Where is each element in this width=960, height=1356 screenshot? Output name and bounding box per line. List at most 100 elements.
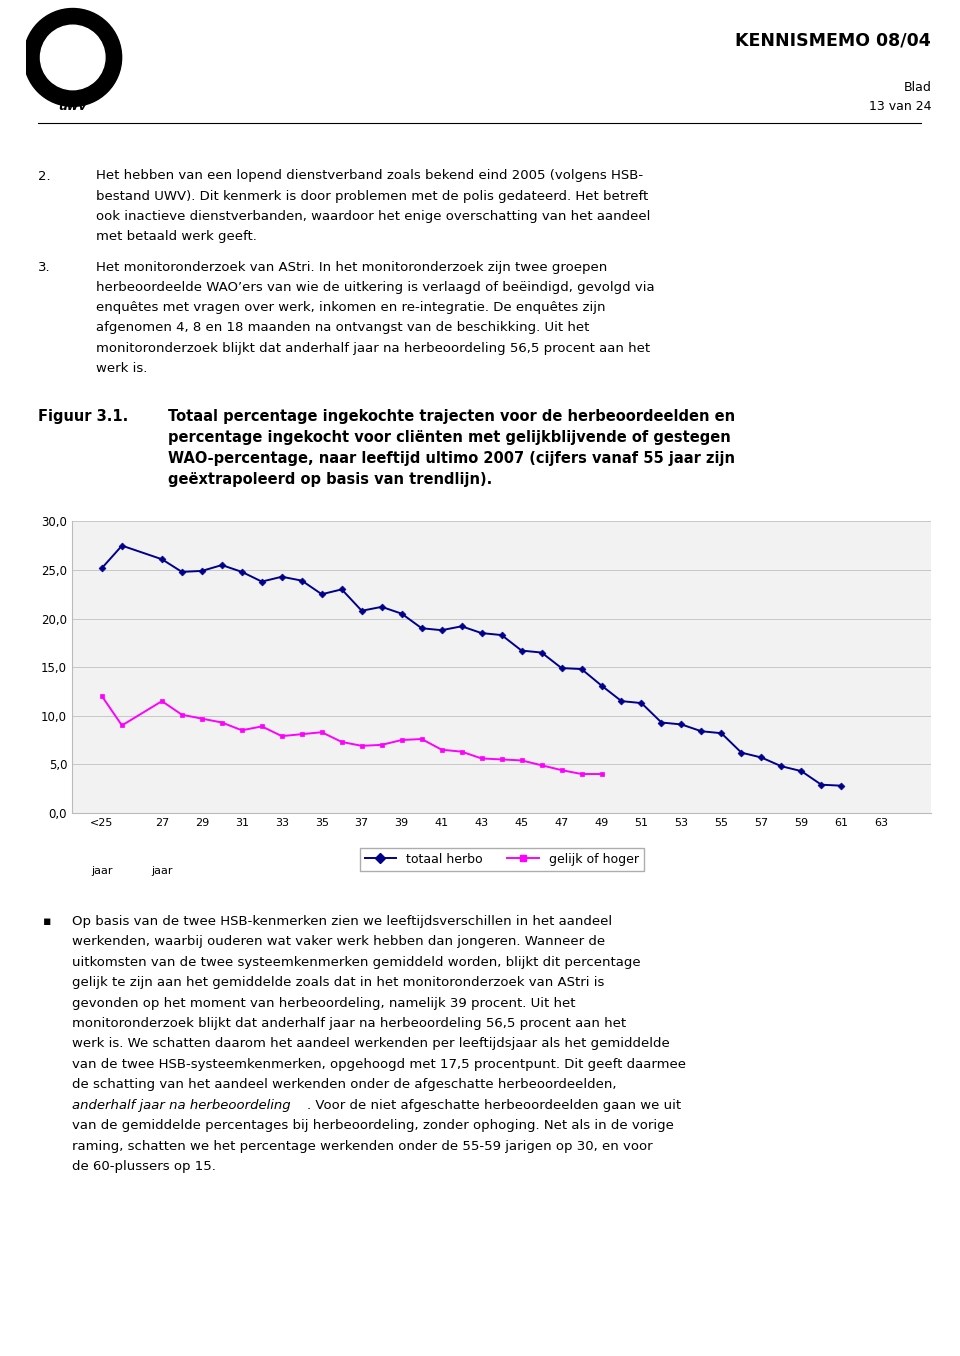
totaal herbo (576, 660, 588, 677)
Line: totaal herbo: totaal herbo (100, 544, 844, 788)
gelijk of hoger (476, 750, 488, 766)
Text: 2.: 2. (38, 170, 51, 183)
Text: werk is. We schatten daarom het aandeel werkenden per leeftijdsjaar als het gemi: werk is. We schatten daarom het aandeel … (72, 1037, 670, 1051)
Text: Figuur 3.1.: Figuur 3.1. (38, 410, 129, 424)
totaal herbo (816, 777, 828, 793)
totaal herbo (116, 537, 128, 553)
totaal herbo (196, 563, 207, 579)
gelijk of hoger (556, 762, 567, 778)
Text: van de twee HSB-systeemkenmerken, opgehoogd met 17,5 procentpunt. Dit geeft daar: van de twee HSB-systeemkenmerken, opgeho… (72, 1058, 686, 1071)
Text: de 60-plussers op 15.: de 60-plussers op 15. (72, 1161, 216, 1173)
Line: gelijk of hoger: gelijk of hoger (100, 694, 604, 777)
totaal herbo (276, 568, 288, 584)
Text: Blad: Blad (903, 81, 931, 95)
totaal herbo (835, 777, 847, 793)
Text: geëxtrapoleerd op basis van trendlijn).: geëxtrapoleerd op basis van trendlijn). (168, 472, 492, 487)
totaal herbo (796, 763, 807, 780)
gelijk of hoger (156, 693, 168, 709)
totaal herbo (735, 744, 747, 761)
gelijk of hoger (396, 732, 407, 749)
totaal herbo (776, 758, 787, 774)
totaal herbo (476, 625, 488, 641)
gelijk of hoger (216, 715, 228, 731)
Text: raming, schatten we het percentage werkenden onder de 55-59 jarigen op 30, en vo: raming, schatten we het percentage werke… (72, 1140, 653, 1153)
totaal herbo (676, 716, 687, 732)
totaal herbo (715, 725, 727, 742)
totaal herbo (436, 622, 447, 639)
gelijk of hoger (376, 736, 388, 753)
Text: bestand UWV). Dit kenmerk is door problemen met de polis gedateerd. Het betreft: bestand UWV). Dit kenmerk is door proble… (96, 190, 648, 202)
Text: anderhalf jaar na herbeoordeling: anderhalf jaar na herbeoordeling (72, 1098, 291, 1112)
totaal herbo (536, 644, 547, 660)
gelijk of hoger (276, 728, 288, 744)
totaal herbo (416, 620, 427, 636)
Text: afgenomen 4, 8 en 18 maanden na ontvangst van de beschikking. Uit het: afgenomen 4, 8 en 18 maanden na ontvangs… (96, 321, 589, 335)
gelijk of hoger (356, 738, 368, 754)
Text: ook inactieve dienstverbanden, waardoor het enige overschatting van het aandeel: ook inactieve dienstverbanden, waardoor … (96, 210, 650, 222)
Text: enquêtes met vragen over werk, inkomen en re-integratie. De enquêtes zijn: enquêtes met vragen over werk, inkomen e… (96, 301, 606, 315)
Text: herbeoordeelde WAO’ers van wie de uitkering is verlaagd of beëindigd, gevolgd vi: herbeoordeelde WAO’ers van wie de uitker… (96, 281, 655, 294)
totaal herbo (316, 586, 327, 602)
Text: monitoronderzoek blijkt dat anderhalf jaar na herbeoordeling 56,5 procent aan he: monitoronderzoek blijkt dat anderhalf ja… (72, 1017, 626, 1031)
totaal herbo (656, 715, 667, 731)
gelijk of hoger (116, 717, 128, 734)
gelijk of hoger (536, 757, 547, 773)
totaal herbo (495, 626, 507, 643)
Text: jaar: jaar (91, 866, 112, 876)
Text: uitkomsten van de twee systeemkenmerken gemiddeld worden, blijkt dit percentage: uitkomsten van de twee systeemkenmerken … (72, 956, 640, 968)
Text: van de gemiddelde percentages bij herbeoordeling, zonder ophoging. Net als in de: van de gemiddelde percentages bij herbeo… (72, 1120, 674, 1132)
gelijk of hoger (456, 743, 468, 759)
totaal herbo (336, 582, 348, 598)
totaal herbo (256, 574, 268, 590)
Text: ▪: ▪ (43, 914, 52, 928)
Legend: totaal herbo, gelijk of hoger: totaal herbo, gelijk of hoger (360, 848, 643, 871)
totaal herbo (236, 564, 248, 580)
Text: werk is.: werk is. (96, 362, 148, 374)
Text: Op basis van de twee HSB-kenmerken zien we leeftijdsverschillen in het aandeel: Op basis van de twee HSB-kenmerken zien … (72, 914, 612, 928)
gelijk of hoger (96, 687, 108, 704)
totaal herbo (216, 557, 228, 574)
Circle shape (40, 26, 105, 89)
Text: Totaal percentage ingekochte trajecten voor de herbeoordeelden en: Totaal percentage ingekochte trajecten v… (168, 410, 735, 424)
totaal herbo (556, 660, 567, 677)
Text: KENNISMEMO 08/04: KENNISMEMO 08/04 (735, 31, 931, 49)
totaal herbo (596, 678, 608, 694)
totaal herbo (176, 564, 187, 580)
gelijk of hoger (576, 766, 588, 782)
gelijk of hoger (516, 753, 527, 769)
Text: Het monitoronderzoek van AStri. In het monitoronderzoek zijn twee groepen: Het monitoronderzoek van AStri. In het m… (96, 260, 608, 274)
Text: percentage ingekocht voor cliënten met gelijkblijvende of gestegen: percentage ingekocht voor cliënten met g… (168, 430, 731, 445)
Text: met betaald werk geeft.: met betaald werk geeft. (96, 231, 257, 243)
totaal herbo (516, 643, 527, 659)
totaal herbo (96, 560, 108, 576)
totaal herbo (356, 602, 368, 618)
Text: 3.: 3. (38, 260, 51, 274)
gelijk of hoger (495, 751, 507, 767)
Text: 13 van 24: 13 van 24 (869, 100, 931, 114)
Circle shape (24, 8, 122, 106)
gelijk of hoger (196, 711, 207, 727)
totaal herbo (636, 694, 647, 711)
gelijk of hoger (596, 766, 608, 782)
gelijk of hoger (256, 719, 268, 735)
gelijk of hoger (296, 725, 307, 742)
gelijk of hoger (236, 723, 248, 739)
Text: de schatting van het aandeel werkenden onder de afgeschatte herbeoordeelden,: de schatting van het aandeel werkenden o… (72, 1078, 616, 1092)
Text: gelijk te zijn aan het gemiddelde zoals dat in het monitoronderzoek van AStri is: gelijk te zijn aan het gemiddelde zoals … (72, 976, 605, 989)
gelijk of hoger (416, 731, 427, 747)
Text: werkenden, waarbij ouderen wat vaker werk hebben dan jongeren. Wanneer de: werkenden, waarbij ouderen wat vaker wer… (72, 936, 605, 948)
Text: . Voor de niet afgeschatte herbeoordeelden gaan we uit: . Voor de niet afgeschatte herbeoordeeld… (307, 1098, 682, 1112)
gelijk of hoger (336, 734, 348, 750)
totaal herbo (376, 599, 388, 616)
Text: jaar: jaar (151, 866, 173, 876)
totaal herbo (756, 750, 767, 766)
gelijk of hoger (316, 724, 327, 740)
gelijk of hoger (436, 742, 447, 758)
totaal herbo (396, 606, 407, 622)
Text: monitoronderzoek blijkt dat anderhalf jaar na herbeoordeling 56,5 procent aan he: monitoronderzoek blijkt dat anderhalf ja… (96, 342, 650, 354)
gelijk of hoger (176, 706, 187, 723)
Text: gevonden op het moment van herbeoordeling, namelijk 39 procent. Uit het: gevonden op het moment van herbeoordelin… (72, 997, 575, 1009)
totaal herbo (696, 723, 708, 739)
Text: WAO-percentage, naar leeftijd ultimo 2007 (cijfers vanaf 55 jaar zijn: WAO-percentage, naar leeftijd ultimo 200… (168, 452, 735, 466)
totaal herbo (296, 572, 307, 589)
